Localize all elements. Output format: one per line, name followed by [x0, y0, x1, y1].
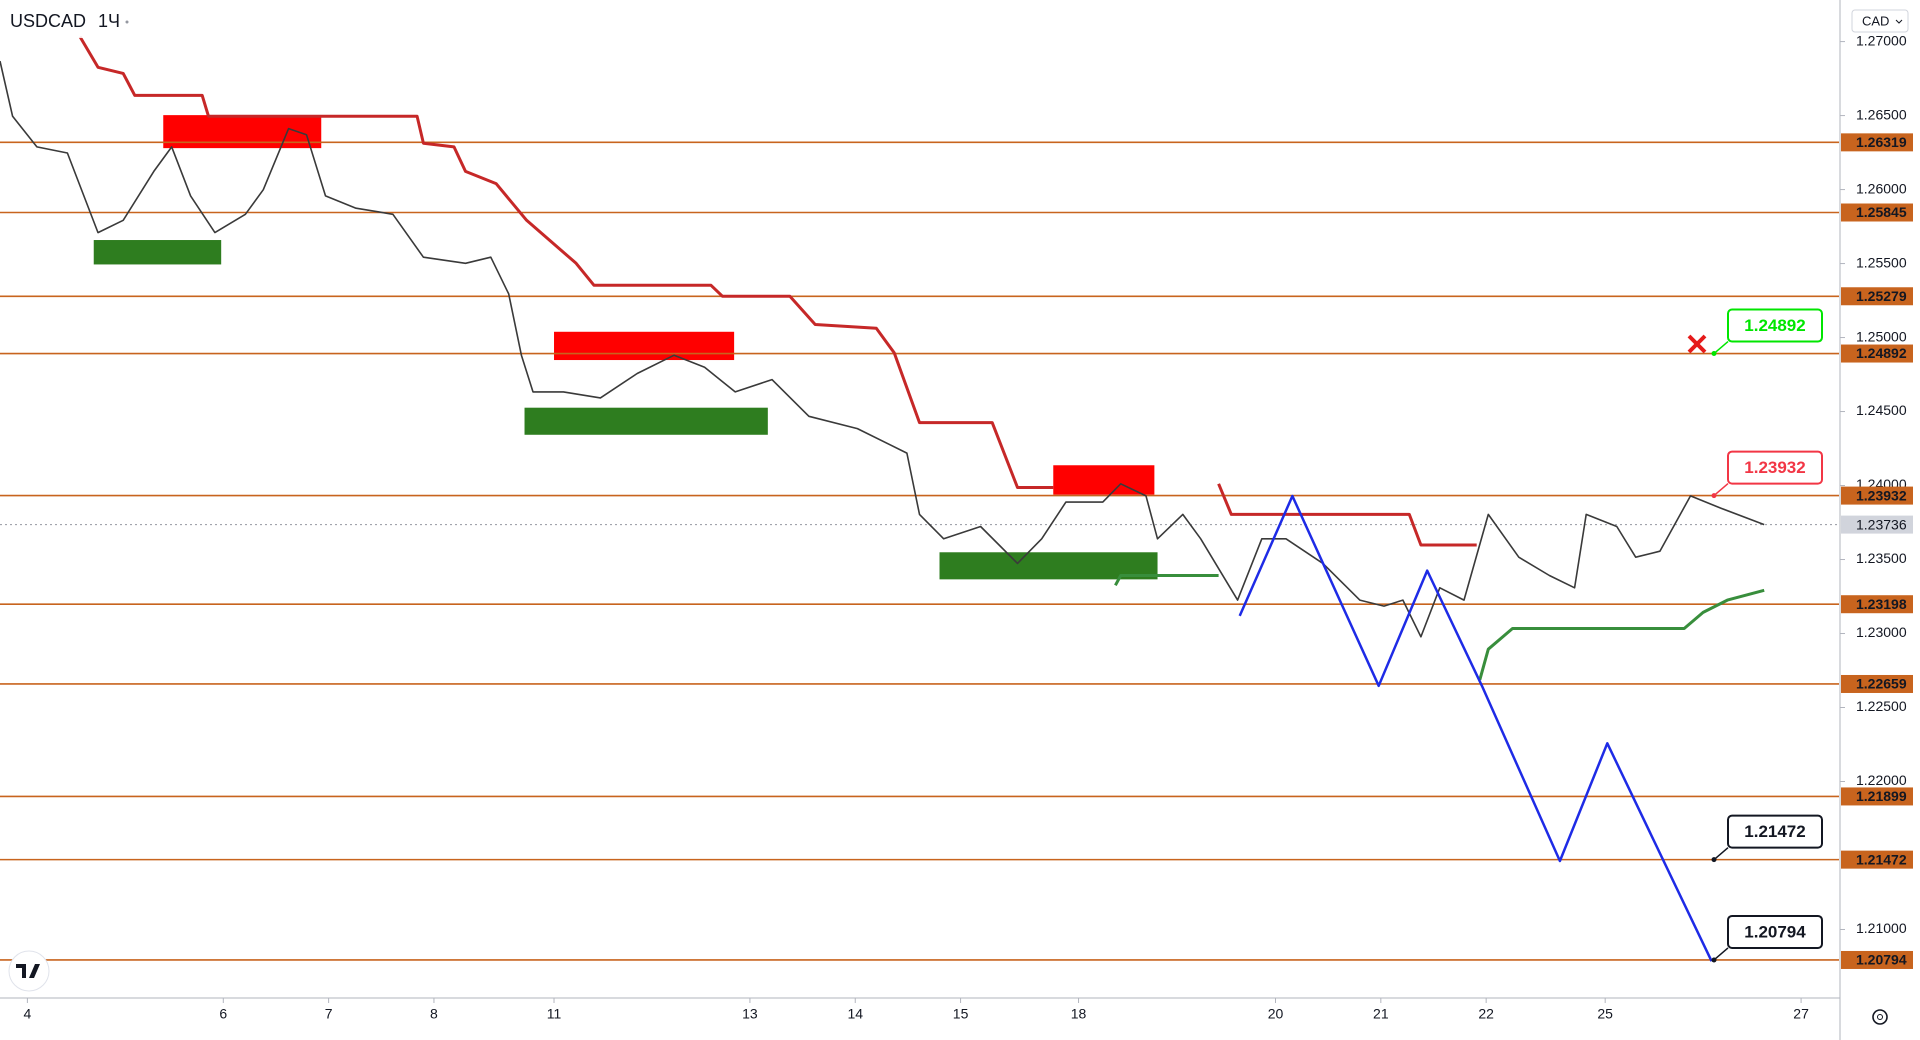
axes: 1.27000 1.26500 1.26000 1.25500 1.25000 1.245…: [23, 32, 1913, 1022]
x-tick-label: 21: [1373, 1006, 1389, 1022]
close-marker: [1687, 334, 1707, 354]
level-tag: [1841, 287, 1913, 306]
level-label: 1.25845: [1856, 204, 1907, 220]
level-tag: [1841, 787, 1913, 806]
level-label: 1.25279: [1856, 288, 1907, 304]
zone: [93, 240, 222, 265]
tv-logo[interactable]: [8, 950, 50, 992]
last-price-tag: [1841, 515, 1913, 534]
x-tick-label: 25: [1597, 1006, 1613, 1022]
callout-anchor: [1711, 351, 1717, 357]
gear-center: [1877, 1014, 1883, 1020]
y-tick-label: 1.22000: [1856, 772, 1907, 788]
callout-label: 1.24892: [1744, 316, 1805, 335]
level-tag: [1841, 950, 1913, 969]
x-tick-label: 22: [1478, 1006, 1494, 1022]
gear[interactable]: [1872, 1009, 1888, 1025]
callout-box: [1727, 814, 1823, 849]
series-line: [78, 35, 1477, 547]
level-tag: [1841, 850, 1913, 869]
callout-label: 1.21472: [1744, 822, 1805, 841]
level-label: 1.26319: [1856, 134, 1907, 150]
y-tick-label: 1.23500: [1856, 550, 1907, 566]
x-tick-label: 4: [23, 1006, 31, 1022]
zone: [554, 331, 735, 361]
y-tick-label: 1.27000: [1856, 32, 1907, 48]
series-line: [1114, 574, 1765, 681]
plot-area: 1.24892 1.23932 1.21472 1.20794: [0, 35, 1839, 963]
currency-box[interactable]: [1851, 9, 1909, 33]
y-tick-label: 1.23000: [1856, 624, 1907, 640]
level-tag: [1841, 203, 1913, 222]
legend-bg: [0, 6, 140, 38]
y-tick-label: 1.24500: [1856, 402, 1907, 418]
y-tick-label: 1.22500: [1856, 698, 1907, 714]
x-tick-label: 7: [325, 1006, 333, 1022]
x-tick-label: 18: [1071, 1006, 1087, 1022]
x-tick-label: 13: [742, 1006, 758, 1022]
level-label: 1.20794: [1856, 952, 1907, 968]
level-tag: [1841, 133, 1913, 152]
x-tick-label: 15: [953, 1006, 969, 1022]
level-label: 1.22659: [1856, 676, 1907, 692]
zone: [524, 407, 768, 435]
level-label: 1.23198: [1856, 596, 1907, 612]
zone: [1053, 465, 1155, 495]
callout-anchor: [1711, 857, 1717, 863]
level-tag: [1841, 486, 1913, 505]
y-tick-label: 1.21000: [1856, 920, 1907, 936]
callout-box: [1727, 450, 1823, 485]
level-label: 1.23932: [1856, 487, 1907, 503]
y-tick-label: 1.25500: [1856, 254, 1907, 270]
series-line: [1238, 494, 1713, 962]
settings-button[interactable]: [1872, 1009, 1888, 1025]
logo-circle[interactable]: [8, 950, 50, 992]
callout-anchor: [1711, 957, 1717, 963]
symbol: USDCAD: [10, 11, 86, 31]
separator: [125, 20, 129, 24]
currency[interactable]: CAD: [1862, 13, 1889, 28]
x-icon: [1687, 334, 1707, 354]
callout-leader: [1713, 340, 1729, 355]
x-tick-label: 8: [430, 1006, 438, 1022]
callout-leader: [1713, 483, 1729, 497]
level-label: 1.21472: [1856, 851, 1907, 867]
level-label: 1.24892: [1856, 345, 1907, 361]
callout-leader: [1713, 947, 1729, 961]
callout-leader: [1713, 847, 1729, 861]
x-tick-label: 14: [847, 1006, 863, 1022]
callout-label: 1.23932: [1744, 458, 1805, 477]
callout-box: [1727, 308, 1823, 343]
y-tick-label: 1.26000: [1856, 180, 1907, 196]
callout-label: 1.20794: [1744, 922, 1806, 941]
x-tick-label: 20: [1268, 1006, 1284, 1022]
series-line: [0, 60, 1765, 638]
level-tag: [1841, 674, 1913, 693]
x-tick-label: 6: [219, 1006, 227, 1022]
dropdown-icon: [1895, 19, 1903, 24]
y-tick-label: 1.25000: [1856, 328, 1907, 344]
callout-anchor: [1711, 493, 1717, 499]
interval: 1Ч: [98, 11, 120, 31]
level-tag: [1841, 344, 1913, 363]
y-tick-label: 1.26500: [1856, 106, 1907, 122]
level-label: 1.21899: [1856, 788, 1907, 804]
last-price-label: 1.23736: [1856, 516, 1907, 532]
level-tag: [1841, 595, 1913, 614]
callout-box: [1727, 914, 1823, 949]
logo-mark: [16, 964, 40, 978]
x-tick-label: 11: [547, 1006, 562, 1022]
legend: USDCAD 1Ч: [0, 6, 140, 38]
currency-selector[interactable]: CAD: [1851, 9, 1909, 33]
x-tick-label: 27: [1793, 1006, 1809, 1022]
